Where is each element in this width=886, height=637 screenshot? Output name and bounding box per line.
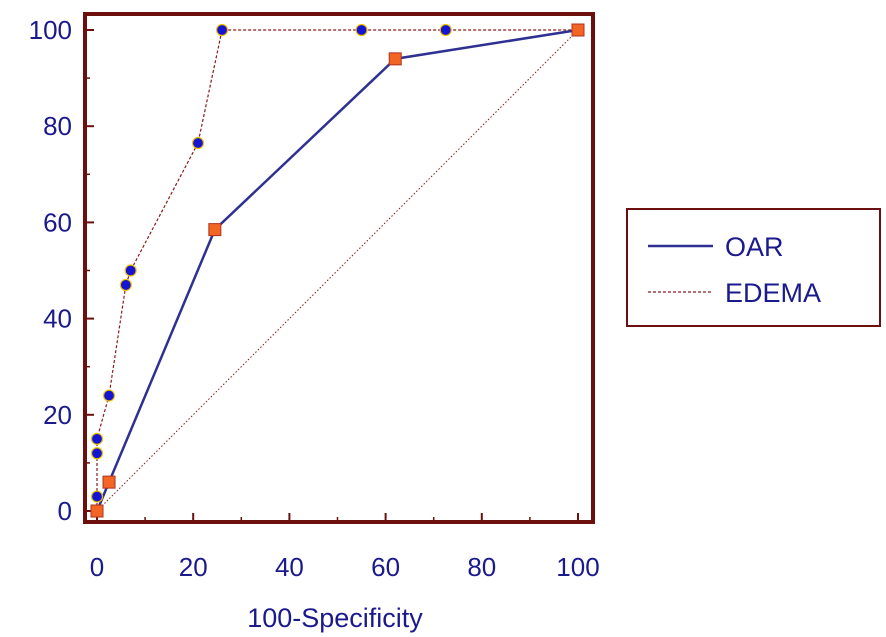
oar-point — [571, 23, 585, 37]
legend-label-oar: OAR — [725, 232, 784, 262]
x-tick-label: 100 — [556, 552, 599, 582]
x-tick-label: 80 — [467, 552, 496, 582]
legend-box — [626, 208, 881, 327]
y-tick-label: 40 — [43, 304, 72, 334]
edema-point — [355, 23, 368, 37]
y-tick-label: 0 — [58, 496, 72, 526]
series-line-edema — [96, 29, 578, 511]
legend: OAR EDEMA — [626, 208, 881, 327]
oar-point — [102, 475, 116, 489]
edema-point — [439, 23, 452, 37]
x-tick-label: 40 — [275, 552, 304, 582]
x-axis-title: 100-Specificity — [247, 603, 423, 633]
edema-point — [90, 447, 104, 460]
oar-point — [90, 504, 104, 518]
tick-labels: 0 20 40 60 80 100 0 20 40 60 80 100 — [29, 15, 600, 582]
x-tick-label: 60 — [371, 552, 400, 582]
oar-point — [208, 223, 222, 237]
oar-point — [388, 52, 402, 66]
axis-ticks — [85, 29, 579, 522]
edema-point — [90, 432, 104, 445]
edema-point — [90, 490, 104, 503]
edema-point — [191, 136, 205, 150]
legend-label-edema: EDEMA — [725, 278, 821, 308]
x-tick-label: 20 — [179, 552, 208, 582]
y-tick-label: 60 — [43, 207, 72, 237]
y-tick-label: 20 — [43, 400, 72, 430]
edema-point — [102, 389, 116, 402]
series-group — [90, 23, 585, 518]
y-tick-label: 80 — [43, 111, 72, 141]
edema-point — [124, 264, 137, 277]
x-tick-label: 0 — [90, 552, 104, 582]
edema-point — [119, 278, 132, 292]
edema-point — [215, 23, 229, 37]
y-tick-label: 100 — [29, 15, 72, 45]
plot-frame — [83, 12, 595, 524]
diagonal-reference-line — [96, 29, 579, 512]
reference-line — [96, 29, 579, 512]
